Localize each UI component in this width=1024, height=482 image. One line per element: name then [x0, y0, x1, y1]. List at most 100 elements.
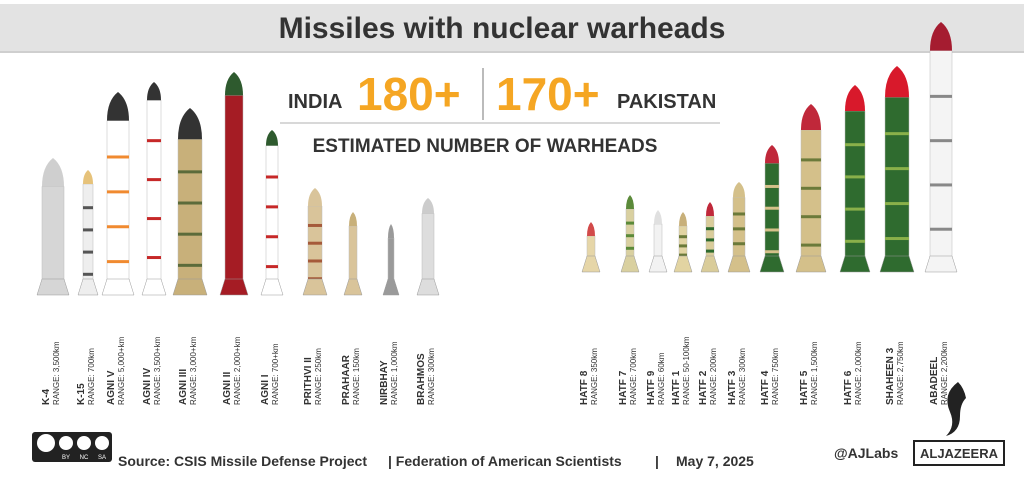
missile	[101, 92, 135, 296]
missile	[839, 85, 871, 273]
missile-range: RANGE: 2,200km	[940, 341, 949, 405]
separator: |	[655, 453, 659, 469]
missile-fins	[673, 255, 693, 273]
missile-stripe	[308, 223, 322, 227]
missile-range: RANGE: 1,000km	[390, 341, 399, 405]
missile-stripe	[845, 143, 865, 147]
pakistan-label: PAKISTAN	[617, 91, 716, 113]
missile-stripe	[765, 206, 779, 210]
missile-stripe	[765, 228, 779, 232]
missile-name: HATF 4	[760, 370, 771, 405]
missile-stripe	[801, 243, 821, 247]
logo: ALJAZEERA	[913, 382, 1005, 466]
missile-stripe	[147, 178, 161, 182]
logo-box	[913, 440, 1005, 466]
india-count: 180+	[357, 68, 461, 120]
missile-stripe	[107, 190, 129, 194]
missile-range: RANGE: 200km	[709, 348, 718, 405]
missile-range: RANGE: 2,000km	[854, 341, 863, 405]
missile-name: HATF 5	[799, 370, 810, 405]
missile-stripe	[147, 217, 161, 221]
missile-name: HATF 8	[579, 370, 590, 405]
missile-stripe	[83, 228, 93, 232]
missile	[172, 108, 208, 296]
missile-name: K-15	[76, 383, 87, 405]
license-nc: NC	[80, 455, 89, 461]
missile-fins	[219, 278, 249, 296]
missile-stripe	[266, 175, 278, 179]
india-label: INDIA	[288, 91, 342, 113]
missile-fins	[382, 278, 400, 296]
missile-range: RANGE: 350km	[590, 348, 599, 405]
missile-stripe	[266, 235, 278, 239]
missile-stripe	[930, 94, 952, 98]
missile	[302, 188, 328, 296]
missile-nose	[587, 222, 595, 236]
missile	[620, 195, 640, 273]
missile-name: AGNI III	[178, 369, 189, 405]
missile-stripe	[845, 175, 865, 179]
missile-name: HATF 2	[698, 370, 709, 405]
missile	[700, 202, 720, 273]
missile-name: ABADEEL	[929, 357, 940, 405]
missile-stripe	[733, 212, 745, 216]
missile-name: AGNI II	[222, 371, 233, 405]
missile-stripe	[308, 277, 322, 281]
missile-stripe	[706, 227, 714, 231]
missile-fins	[101, 278, 135, 296]
missile-stripe	[107, 155, 129, 159]
missile-fins	[839, 255, 871, 273]
missile-range: RANGE: 750km	[771, 348, 780, 405]
missile-name: NIRBHAY	[379, 360, 390, 405]
sa-icon	[95, 436, 109, 450]
missile-fins	[648, 255, 668, 273]
missile-nose	[42, 158, 64, 187]
missile	[673, 212, 693, 273]
missile-range: RANGE: 700km	[629, 348, 638, 405]
title-band	[0, 4, 1024, 52]
missile-body	[106, 120, 130, 292]
missile-stripe	[147, 256, 161, 260]
missile-body	[844, 110, 866, 269]
missile-stripe	[83, 250, 93, 254]
missile-fins	[302, 278, 328, 296]
missile-range: RANGE: 1,500km	[810, 341, 819, 405]
missile-fins	[77, 278, 99, 296]
missile-stripe	[885, 202, 909, 206]
missile	[343, 212, 363, 296]
missile-body	[224, 95, 244, 292]
missile-stripe	[801, 158, 821, 162]
cc-icon	[37, 434, 55, 452]
missile-range: RANGE: 50-100km	[682, 336, 691, 405]
missile	[924, 22, 958, 273]
logo-text: ALJAZEERA	[920, 446, 999, 461]
missile-nose	[845, 85, 865, 111]
missile-nose	[83, 170, 93, 184]
missile-stripe	[765, 250, 779, 254]
missile-stripe	[930, 227, 952, 231]
missile-range: RANGE: 60km	[657, 352, 666, 405]
nc-icon	[77, 436, 91, 450]
missile-name: AGNI V	[106, 370, 117, 405]
missile-stripe	[706, 238, 714, 242]
missile-stripe	[679, 244, 687, 248]
missile-nose	[679, 212, 687, 226]
missile-name: BRAHMOS	[416, 353, 427, 405]
missile-range: RANGE: 250km	[314, 348, 323, 405]
missile-nose	[626, 195, 634, 209]
missile-range: RANGE: 700+km	[271, 343, 280, 405]
missile-name: HATF 7	[618, 370, 629, 405]
missile-nose	[422, 198, 434, 214]
missile-nose	[733, 182, 745, 198]
missile-fins	[260, 278, 284, 296]
missile-stripe	[845, 207, 865, 211]
missile	[727, 182, 751, 273]
missile-stripe	[83, 272, 93, 276]
missile	[382, 224, 400, 296]
missile-fins	[924, 255, 958, 273]
missile-stripe	[930, 183, 952, 187]
missile-stripe	[178, 263, 202, 267]
missile-range: RANGE: 3,500+km	[153, 336, 162, 405]
missile-nose	[349, 212, 357, 226]
